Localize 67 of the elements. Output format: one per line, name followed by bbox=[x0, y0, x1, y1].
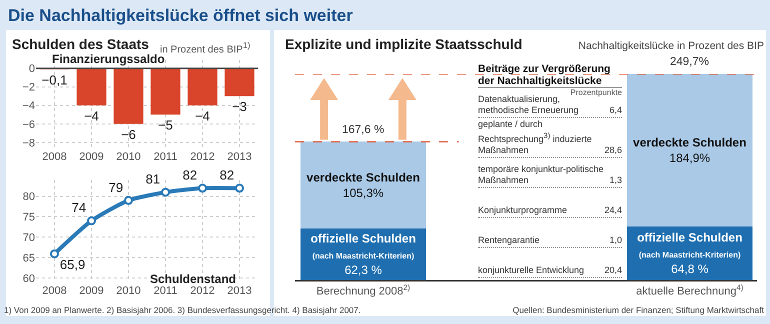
x-tick-label: 2008 bbox=[42, 285, 67, 297]
data-label: 65,9 bbox=[60, 256, 86, 272]
x-tick-label: 2013 bbox=[227, 151, 252, 163]
data-label: 81 bbox=[146, 172, 160, 187]
x-tick-label: 2012 bbox=[190, 285, 215, 297]
text: offizielle Schulden (nach Maastricht-Kriterien) bbox=[637, 230, 742, 260]
text: Beiträge zur Vergrößerung der Nachhaltigkeitslücke bbox=[478, 63, 622, 88]
y-tick-label: −4 bbox=[22, 100, 35, 112]
text: 1) Von 2009 an Planwerte. 2) Basisjahr 2006. 3) Bundesverfassungsgericht. 4) Basisjahr 2007. bbox=[4, 305, 361, 315]
data-label: −5 bbox=[158, 118, 173, 133]
data-label: 82 bbox=[182, 168, 198, 183]
data-label: 184,9% bbox=[669, 151, 710, 166]
x-tick-label: Berechnung 2008$^{2)}$ bbox=[316, 283, 411, 298]
y-tick-label: 80 bbox=[22, 191, 35, 204]
data-label: −4 bbox=[84, 108, 99, 124]
category-label: geplante / durch Rechtsprechung$^{3)}$ induzierte Maßnahmen bbox=[478, 119, 592, 155]
data-label: 64,8 % bbox=[671, 262, 709, 276]
data-label: 62,3 % bbox=[344, 262, 382, 277]
category-label: Rentengarantie bbox=[478, 235, 541, 246]
x-tick-label: 2010 bbox=[116, 285, 141, 297]
data-label: −4 bbox=[195, 108, 210, 124]
x-tick-label: aktuelle Berechnung$^{4)}$ bbox=[636, 283, 744, 298]
x-tick-label: 2011 bbox=[154, 285, 178, 297]
data-label: −0,1 bbox=[42, 72, 68, 88]
data-label: 20,4 bbox=[603, 265, 622, 276]
annotation: Schuldenstand bbox=[150, 272, 236, 286]
chart-title: Die Nachhaltigkeitslücke öffnet sich weiter bbox=[8, 6, 353, 26]
data-label: 82 bbox=[220, 168, 234, 183]
y-tick-label: −8 bbox=[22, 137, 35, 150]
x-tick-label: 2009 bbox=[79, 285, 104, 297]
y-tick-label: 70 bbox=[22, 232, 35, 244]
data-label: 28,6 bbox=[603, 145, 622, 156]
series-label: verdeckte Schulden bbox=[306, 170, 420, 184]
y-tick-label: −6 bbox=[22, 118, 35, 131]
data-label: −6 bbox=[121, 126, 136, 142]
y-axis-title: Nachhaltigkeitslücke in Prozent des BIP bbox=[578, 40, 764, 52]
category-label: temporäre konjunktur-politische Maßnahmen bbox=[478, 164, 605, 186]
x-tick-label: 2009 bbox=[79, 151, 104, 163]
text: verdeckte Schulden bbox=[633, 135, 746, 150]
chart-subtitle: Schulden des Staats bbox=[12, 36, 149, 52]
category-label: konjunkturelle Entwicklung bbox=[478, 265, 586, 276]
y-tick-label: 60 bbox=[22, 272, 35, 285]
data-label: 1,3 bbox=[608, 175, 622, 186]
data-label: 74 bbox=[72, 200, 86, 216]
x-tick-label: 2013 bbox=[227, 285, 252, 297]
data-label: 1,0 bbox=[608, 235, 622, 246]
total-label: 249,7% bbox=[670, 56, 710, 68]
source-note: Quellen: Bundesministerium der Finanzen; Stiftung Marktwirtschaft bbox=[512, 305, 764, 315]
y-tick-label: 0 bbox=[28, 63, 35, 76]
y-tick-label: 65 bbox=[22, 252, 35, 264]
data-label: 24,4 bbox=[603, 205, 622, 216]
series-label: offizielle Schulden (nach Maastricht-Kriterien) bbox=[310, 232, 416, 260]
x-tick-label: 2008 bbox=[42, 151, 67, 163]
y-tick-label: 75 bbox=[22, 212, 35, 224]
data-label: −3 bbox=[232, 99, 247, 114]
category-label: Datenaktualisierung, methodische Erneuerung bbox=[478, 94, 579, 115]
data-label: 6,4 bbox=[608, 105, 622, 116]
text: Prozentpunkte bbox=[570, 88, 622, 97]
y-tick-label: −2 bbox=[22, 82, 35, 94]
x-tick-label: 2010 bbox=[116, 151, 141, 163]
x-tick-label: 2012 bbox=[190, 151, 215, 163]
data-label: 105,3% bbox=[342, 186, 384, 200]
chart-title: Explizite und implizite Staatsschuld bbox=[285, 36, 522, 52]
data-label: 79 bbox=[108, 180, 124, 195]
total-label: 167,6 % bbox=[342, 124, 384, 136]
x-tick-label: 2011 bbox=[154, 151, 178, 163]
category-label: Konjunkturprogramme bbox=[478, 205, 568, 216]
